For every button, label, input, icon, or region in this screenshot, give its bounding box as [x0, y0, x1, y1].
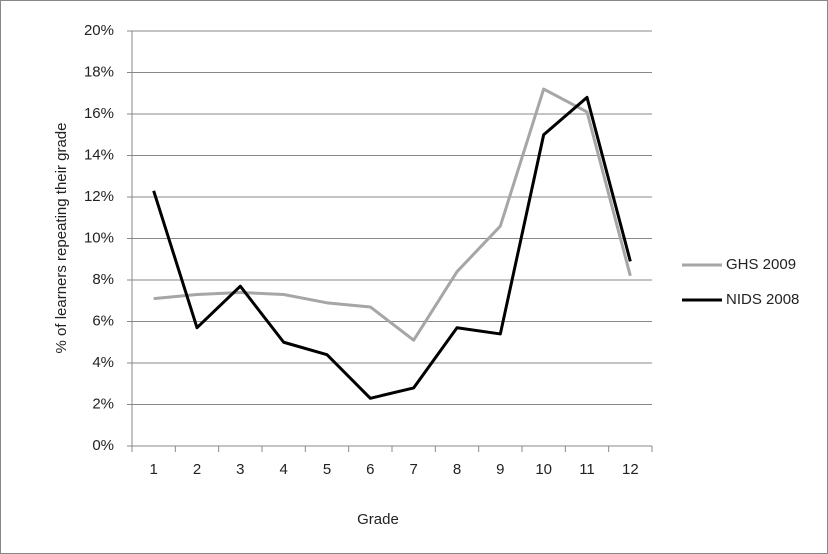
y-tick-label: 0% — [92, 437, 114, 454]
x-tick-label: 9 — [496, 461, 504, 478]
y-tick-label: 12% — [84, 188, 114, 205]
x-tick-label: 4 — [279, 461, 287, 478]
y-tick-label: 20% — [84, 22, 114, 39]
x-tick-label: 7 — [409, 461, 417, 478]
x-tick-label: 5 — [323, 461, 331, 478]
x-tick-label: 10 — [535, 461, 552, 478]
x-axis-label: Grade — [357, 511, 399, 528]
x-tick-label: 8 — [453, 461, 461, 478]
x-tick-label: 12 — [622, 461, 639, 478]
y-tick-label: 16% — [84, 105, 114, 122]
y-axis-label: % of learners repeating their grade — [53, 123, 70, 354]
x-tick-label: 2 — [193, 461, 201, 478]
x-tick-label: 6 — [366, 461, 374, 478]
y-tick-label: 2% — [92, 395, 114, 412]
y-tick-label: 6% — [92, 312, 114, 329]
y-tick-label: 14% — [84, 146, 114, 163]
y-tick-label: 18% — [84, 63, 114, 80]
x-tick-label: 1 — [149, 461, 157, 478]
legend-label: NIDS 2008 — [726, 291, 799, 308]
y-tick-label: 10% — [84, 229, 114, 246]
y-tick-label: 4% — [92, 354, 114, 371]
y-tick-label: 8% — [92, 271, 114, 288]
x-tick-label: 11 — [579, 461, 595, 478]
legend-label: GHS 2009 — [726, 256, 796, 273]
data-line — [152, 95, 632, 400]
x-tick-label: 3 — [236, 461, 244, 478]
